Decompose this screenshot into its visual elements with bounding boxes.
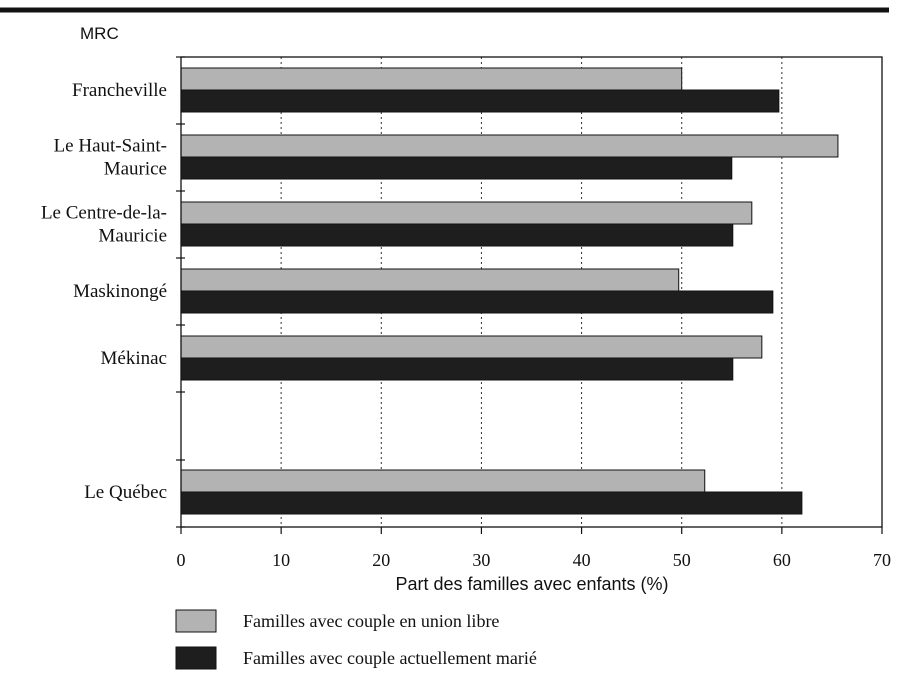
bar-marie <box>180 89 780 113</box>
x-tick-label: 70 <box>873 550 891 570</box>
bar-union-libre <box>180 469 706 493</box>
x-tick-label: 10 <box>272 550 290 570</box>
legend: Familles avec couple en union libre Famil… <box>175 609 537 670</box>
category-label: Le Québec <box>84 482 167 503</box>
category-label: Maurice <box>104 159 167 180</box>
category-label: Francheville <box>72 80 167 101</box>
bar-union-libre <box>180 335 763 359</box>
legend-swatch <box>175 609 217 633</box>
bar-union-libre <box>180 201 753 225</box>
bar-marie <box>180 223 734 247</box>
x-tick-label: 50 <box>673 550 691 570</box>
x-tick-label: 60 <box>773 550 791 570</box>
category-label: Mauricie <box>98 226 167 247</box>
bars <box>180 67 839 515</box>
bar-union-libre <box>180 268 680 292</box>
legend-label: Familles avec couple actuellement marié <box>243 648 537 668</box>
bar-marie <box>180 156 733 180</box>
bar-union-libre <box>180 67 683 91</box>
category-label: Le Haut-Saint- <box>54 136 167 157</box>
category-ticks <box>176 56 185 528</box>
x-tick-label: 20 <box>372 550 390 570</box>
bar-marie <box>180 491 803 515</box>
legend-swatch <box>175 646 217 670</box>
x-tick-label: 0 <box>177 550 186 570</box>
bar-union-libre <box>180 134 839 158</box>
plot-frame <box>180 56 883 528</box>
legend-label: Familles avec couple en union libre <box>243 611 499 631</box>
category-label: Le Centre-de-la- <box>41 203 167 224</box>
x-tick-label: 30 <box>472 550 490 570</box>
category-label: Maskinongé <box>73 281 167 302</box>
category-label: Mékinac <box>101 348 167 369</box>
x-axis-ticks: 0 10 20 30 40 50 60 70 <box>177 527 891 570</box>
x-tick-label: 40 <box>573 550 591 570</box>
category-axis-label: MRC <box>80 24 119 43</box>
bar-marie <box>180 290 774 314</box>
category-labels: Francheville Le Haut-Saint-Maurice Le Cent… <box>41 80 167 503</box>
x-axis-label: Part des familles avec enfants (%) <box>395 574 668 594</box>
bar-marie <box>180 357 734 381</box>
